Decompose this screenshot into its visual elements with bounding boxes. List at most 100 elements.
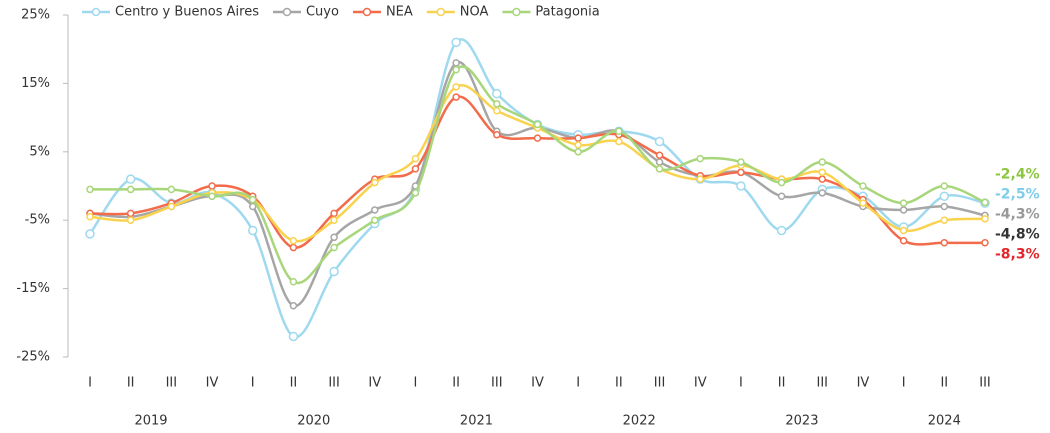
x-tick-label: II bbox=[615, 376, 623, 391]
point bbox=[859, 199, 867, 207]
point bbox=[208, 192, 216, 201]
x-tick-label: I bbox=[739, 376, 743, 391]
point bbox=[533, 134, 542, 142]
legend-marker bbox=[91, 7, 101, 17]
x-tick-label: I bbox=[251, 376, 255, 391]
point bbox=[493, 130, 501, 139]
end-label: -4,3% bbox=[995, 206, 1040, 222]
y-tick-label: -5% bbox=[25, 213, 50, 228]
x-group-label: 2023 bbox=[785, 414, 818, 429]
x-tick-label: IV bbox=[531, 376, 544, 391]
point bbox=[371, 178, 379, 187]
point bbox=[167, 185, 176, 194]
end-label: -8,3% bbox=[995, 246, 1040, 262]
y-tick-label: -15% bbox=[16, 281, 50, 296]
point bbox=[899, 226, 908, 235]
point bbox=[655, 151, 664, 159]
series-line bbox=[88, 38, 986, 339]
legend-label: NOA bbox=[460, 5, 489, 20]
point bbox=[125, 174, 136, 184]
point bbox=[289, 278, 298, 286]
end-label: -4,8% bbox=[995, 226, 1040, 242]
legend-label: Centro y Buenos Aires bbox=[115, 5, 259, 20]
y-tick-label: 25% bbox=[21, 8, 50, 23]
x-tick-label: IV bbox=[206, 376, 219, 391]
point bbox=[167, 202, 176, 211]
x-tick-label: II bbox=[940, 376, 948, 391]
series-line bbox=[89, 84, 986, 243]
point bbox=[452, 59, 460, 67]
point bbox=[655, 165, 664, 173]
point bbox=[615, 137, 623, 146]
x-tick-label: III bbox=[166, 376, 178, 391]
point bbox=[737, 158, 745, 166]
legend-marker bbox=[512, 7, 521, 17]
point bbox=[288, 331, 299, 342]
point bbox=[776, 225, 787, 236]
x-group-label: 2020 bbox=[297, 414, 330, 429]
x-tick-label: II bbox=[127, 376, 135, 391]
point bbox=[940, 182, 949, 190]
x-tick-label: I bbox=[902, 376, 906, 391]
legend-label: NEA bbox=[386, 5, 413, 20]
point bbox=[371, 216, 379, 224]
x-group-label: 2019 bbox=[134, 414, 167, 429]
point bbox=[330, 216, 338, 224]
point bbox=[818, 158, 827, 166]
point bbox=[940, 202, 949, 211]
point bbox=[818, 189, 827, 197]
point bbox=[940, 239, 949, 247]
x-tick-label: II bbox=[290, 376, 298, 391]
point bbox=[818, 168, 827, 177]
point bbox=[247, 225, 258, 236]
point bbox=[330, 243, 338, 252]
point bbox=[208, 182, 216, 190]
x-tick-label: I bbox=[414, 376, 418, 391]
x-tick-label: III bbox=[979, 376, 991, 391]
end-label: -2,5% bbox=[995, 186, 1040, 202]
x-tick-label: I bbox=[88, 376, 92, 391]
point bbox=[126, 209, 135, 218]
x-group-label: 2022 bbox=[623, 414, 656, 429]
point bbox=[452, 93, 460, 101]
point bbox=[981, 239, 989, 247]
point bbox=[574, 141, 582, 149]
series-line bbox=[89, 95, 986, 249]
point bbox=[248, 202, 257, 211]
x-group-label: 2024 bbox=[928, 414, 961, 429]
point bbox=[655, 158, 664, 166]
point bbox=[86, 185, 94, 194]
legend-label: Cuyo bbox=[306, 5, 339, 20]
y-tick-label: 15% bbox=[21, 76, 50, 91]
point bbox=[899, 206, 908, 214]
point bbox=[492, 88, 502, 99]
point bbox=[737, 168, 745, 177]
point bbox=[654, 136, 665, 147]
point bbox=[859, 182, 867, 190]
point bbox=[452, 65, 460, 74]
point bbox=[574, 148, 582, 156]
point bbox=[493, 100, 501, 108]
point bbox=[981, 198, 989, 207]
point bbox=[330, 233, 338, 242]
end-label: -2,4% bbox=[995, 166, 1040, 182]
series-line bbox=[89, 65, 986, 285]
point bbox=[533, 120, 542, 129]
point bbox=[981, 215, 989, 223]
x-tick-label: II bbox=[452, 376, 460, 391]
point bbox=[289, 236, 298, 245]
point bbox=[85, 229, 95, 239]
point bbox=[696, 154, 704, 163]
x-tick-label: II bbox=[778, 376, 786, 391]
y-tick-label: -25% bbox=[16, 350, 50, 365]
point bbox=[371, 206, 379, 214]
x-tick-label: IV bbox=[694, 376, 707, 391]
x-tick-label: IV bbox=[368, 376, 381, 391]
x-tick-label: I bbox=[576, 376, 580, 391]
point bbox=[736, 181, 746, 191]
point bbox=[574, 134, 582, 142]
point bbox=[289, 243, 298, 252]
point bbox=[248, 195, 257, 204]
point bbox=[126, 216, 135, 224]
point bbox=[411, 154, 420, 163]
